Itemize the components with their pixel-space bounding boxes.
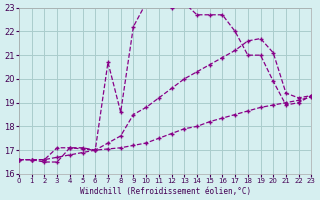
X-axis label: Windchill (Refroidissement éolien,°C): Windchill (Refroidissement éolien,°C) <box>80 187 251 196</box>
